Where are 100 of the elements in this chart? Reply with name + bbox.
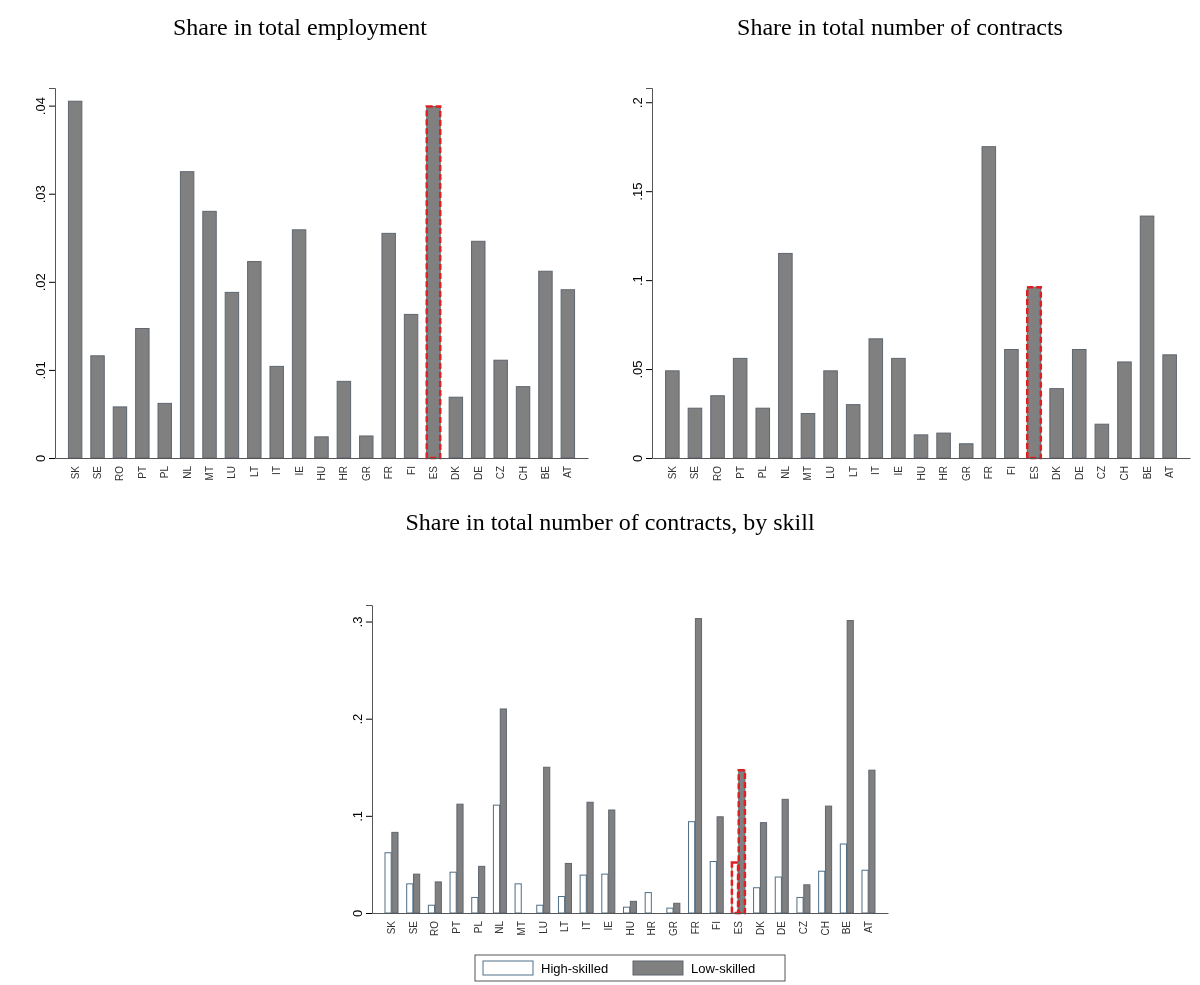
bar <box>673 902 681 914</box>
x-tick-label: FR <box>689 921 701 935</box>
bar <box>434 881 442 914</box>
bar <box>608 809 616 914</box>
bar <box>384 852 392 914</box>
x-tick-label: ES <box>732 920 744 935</box>
x-tick-label: PT <box>136 466 148 479</box>
bar <box>710 395 725 459</box>
bar <box>755 407 771 459</box>
bar <box>796 896 804 914</box>
bar <box>224 291 240 459</box>
bar <box>499 708 507 914</box>
bar <box>515 386 531 459</box>
x-tick-label: RO <box>429 920 441 936</box>
bar <box>1004 348 1019 459</box>
y-tick-label: .2 <box>350 713 365 725</box>
y-tick-label: 0 <box>33 454 48 463</box>
x-tick-label: LU <box>537 921 549 934</box>
x-tick-label: ES <box>1028 465 1040 480</box>
x-tick-label: SE <box>92 465 104 480</box>
bar <box>536 904 544 914</box>
y-tick-label: .1 <box>350 810 365 822</box>
x-tick-label: SK <box>386 920 398 935</box>
y-tick-label: .05 <box>630 360 645 379</box>
x-tick-label: BE <box>841 920 853 935</box>
x-tick-label: PT <box>734 466 746 479</box>
bar <box>493 359 508 459</box>
bar <box>958 443 974 459</box>
x-tick-label: DE <box>1073 465 1085 480</box>
bar <box>269 365 284 459</box>
bar <box>478 865 486 914</box>
x-tick-label: GR <box>667 921 679 936</box>
bar <box>560 289 576 459</box>
bar <box>818 870 826 914</box>
x-tick-label: AT <box>862 921 874 934</box>
y-tick-label: .15 <box>630 182 645 201</box>
x-tick-label: LT <box>847 466 859 477</box>
bar <box>1162 354 1177 459</box>
x-tick-label: BE <box>1141 465 1153 480</box>
bar <box>1139 215 1155 459</box>
x-tick-label: SK <box>666 465 678 480</box>
x-tick-label: CH <box>1118 466 1130 481</box>
bar <box>448 396 464 459</box>
x-tick-label: FI <box>1005 466 1017 475</box>
bar <box>803 884 811 914</box>
bar <box>846 620 854 914</box>
x-tick-label: DE <box>472 465 484 480</box>
bar <box>391 831 399 914</box>
bar <box>891 357 906 459</box>
x-tick-label: DK <box>450 465 462 480</box>
bar <box>179 171 195 459</box>
x-tick-label: DK <box>754 920 766 935</box>
chart-title: Share in total number of contracts, by skill <box>405 509 815 535</box>
bar <box>694 618 703 914</box>
bar <box>359 435 374 459</box>
x-tick-label: MT <box>802 466 814 481</box>
bar <box>579 874 587 914</box>
x-tick-label: IE <box>293 465 305 476</box>
bar <box>823 370 838 459</box>
bar <box>644 892 652 914</box>
bar <box>543 766 551 914</box>
x-tick-label: FR <box>983 466 995 480</box>
x-tick-label: SE <box>407 920 419 935</box>
x-tick-label: NL <box>181 465 193 479</box>
x-tick-label: HU <box>624 921 636 936</box>
bar <box>247 261 262 459</box>
y-tick-label: .02 <box>33 273 48 292</box>
bar <box>665 370 680 459</box>
bar <box>135 328 150 459</box>
x-tick-label: IE <box>602 920 614 931</box>
bar <box>716 816 724 914</box>
bar <box>868 769 876 914</box>
x-tick-label: RO <box>114 465 126 481</box>
y-tick-label: 0 <box>630 454 645 463</box>
bar <box>732 357 748 459</box>
bar <box>492 804 501 914</box>
legend-label: Low-skilled <box>691 961 756 976</box>
x-tick-label: PL <box>159 465 171 479</box>
x-tick-label: ES <box>427 465 439 480</box>
legend-label: High-skilled <box>541 961 609 976</box>
x-tick-label: SE <box>689 465 701 480</box>
bar <box>403 313 419 459</box>
y-tick-label: .2 <box>630 97 645 109</box>
bar <box>753 887 761 914</box>
bar <box>471 896 479 914</box>
x-tick-label: CH <box>517 466 529 481</box>
bar <box>824 805 833 914</box>
bar <box>1117 361 1132 459</box>
x-tick-label: IT <box>271 466 283 475</box>
x-tick-label: RO <box>712 465 724 481</box>
bar <box>413 873 421 914</box>
x-tick-label: LT <box>248 466 260 477</box>
x-tick-label: IT <box>870 466 882 475</box>
bar <box>564 862 572 914</box>
x-tick-label: PL <box>472 920 484 934</box>
bar <box>449 871 457 914</box>
x-tick-label: NL <box>494 920 506 934</box>
chart-title: Share in total employment <box>173 14 428 40</box>
x-tick-label: FI <box>405 466 417 475</box>
x-tick-label: PL <box>757 465 769 479</box>
